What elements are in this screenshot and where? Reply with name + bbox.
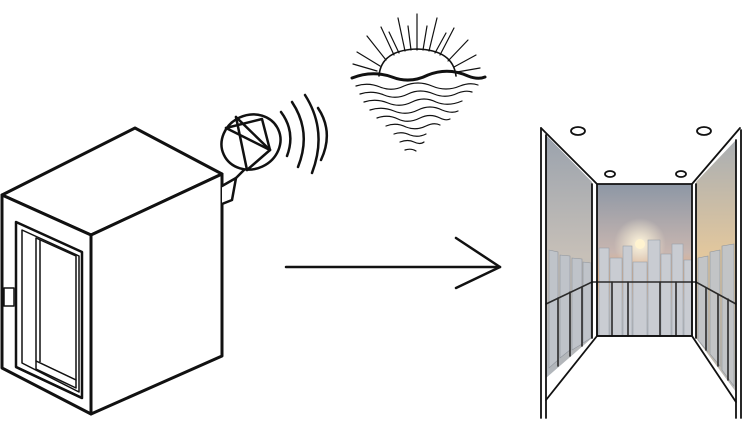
flow-arrow	[284, 236, 502, 290]
booth-icon	[0, 126, 224, 416]
ceiling-lights	[570, 126, 712, 178]
city-view-icon	[540, 126, 742, 419]
sunrise-icon	[350, 13, 487, 152]
satellite-dish-icon	[220, 93, 328, 206]
